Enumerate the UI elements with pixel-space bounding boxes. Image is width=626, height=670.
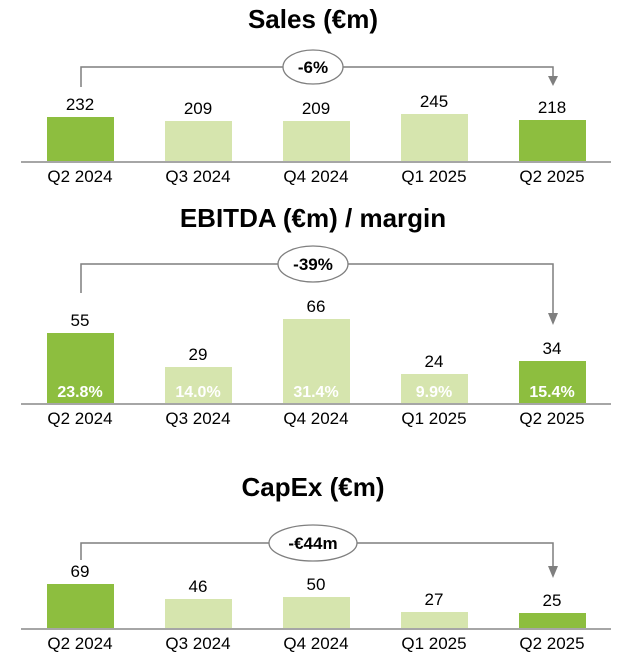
- bar-value-label: 209: [183, 99, 213, 119]
- ebitda-bars: 55 23.8% 29 14.0% 66 31.4% 24 9: [21, 195, 611, 405]
- x-tick-label: Q2 2024: [47, 409, 113, 428]
- bar-group: 218: [493, 0, 611, 163]
- bar-value-label: 209: [301, 99, 331, 119]
- bar-value-label: 29: [188, 345, 208, 364]
- bar-group: 232: [21, 0, 139, 163]
- sales-x-labels: Q2 2024 Q3 2024 Q4 2024 Q1 2025 Q2 2025: [21, 167, 611, 187]
- bar-value-label: 50: [306, 574, 326, 594]
- x-tick-label: Q2 2025: [519, 167, 585, 186]
- bar-group: 209: [139, 0, 257, 163]
- x-axis-line: [21, 161, 611, 163]
- bar-group: 27: [375, 460, 493, 630]
- ebitda-bar-q4-2024: 31.4%: [282, 318, 350, 405]
- x-tick-label: Q2 2025: [519, 634, 585, 653]
- capex-chart-title: CapEx (€m): [241, 472, 385, 502]
- bar-value-label: 232: [65, 94, 95, 114]
- x-tick-label: Q2 2024: [47, 167, 113, 186]
- x-tick-label: Q3 2024: [165, 409, 231, 428]
- capex-bar-q2-2025: [518, 613, 586, 630]
- bar-group: 55 23.8%: [21, 195, 139, 405]
- ebitda-bar-q1-2025: 9.9%: [400, 373, 468, 405]
- bar-value-label: 24: [424, 351, 444, 371]
- ebitda-bar-q2-2025: 15.4%: [518, 360, 586, 405]
- margin-label: 15.4%: [529, 384, 575, 401]
- x-tick-label: Q1 2025: [401, 167, 467, 186]
- bar-value-label: 66: [306, 296, 326, 316]
- sales-bar-q4-2024: [282, 121, 350, 163]
- capex-chart: CapEx (€m) -€44m 69 46 50 27: [0, 460, 626, 670]
- bar-value-label: 34: [542, 338, 562, 358]
- x-axis-line: [21, 628, 611, 630]
- capex-bar-q4-2024: [282, 596, 350, 630]
- bar-value-label: 27: [424, 590, 444, 609]
- margin-label: 14.0%: [175, 384, 221, 401]
- x-tick-label: Q3 2024: [165, 634, 231, 653]
- x-tick-label: Q4 2024: [283, 167, 349, 186]
- margin-label: 23.8%: [57, 384, 103, 401]
- capex-bar-q2-2024: [46, 584, 114, 630]
- bar-group: 34 15.4%: [493, 195, 611, 405]
- x-tick-label: Q4 2024: [283, 634, 349, 653]
- ebitda-chart-title: EBITDA (€m) / margin: [179, 203, 447, 233]
- bar-value-label: 218: [537, 97, 567, 117]
- sales-bar-q1-2025: [400, 114, 468, 163]
- x-tick-label: Q4 2024: [283, 409, 349, 428]
- bar-value-label: 46: [188, 577, 208, 597]
- capex-bar-q3-2024: [164, 599, 232, 630]
- bar-group: 46: [139, 460, 257, 630]
- x-tick-label: Q2 2024: [47, 634, 113, 653]
- sales-bars: 232 209 209 245 218: [21, 0, 611, 163]
- bar-group: 50: [257, 460, 375, 630]
- bar-value-label: 55: [70, 311, 90, 330]
- bar-value-label: 69: [70, 562, 90, 581]
- margin-label: 31.4%: [293, 384, 339, 401]
- sales-chart: Sales (€m) -6% 232 209 209 245: [0, 0, 626, 195]
- x-tick-label: Q1 2025: [401, 409, 467, 428]
- bar-value-label: 25: [542, 591, 562, 611]
- bar-group: 209: [257, 0, 375, 163]
- capex-bars: 69 46 50 27 25: [21, 460, 611, 630]
- sales-chart-title: Sales (€m): [247, 4, 379, 34]
- x-tick-label: Q1 2025: [401, 634, 467, 653]
- bar-group: 29 14.0%: [139, 195, 257, 405]
- ebitda-bar-q3-2024: 14.0%: [164, 367, 232, 405]
- ebitda-chart: EBITDA (€m) / margin -39% 55 23.8% 29 14…: [0, 195, 626, 460]
- x-tick-label: Q3 2024: [165, 167, 231, 186]
- bar-group: 25: [493, 460, 611, 630]
- sales-bar-q2-2025: [518, 119, 586, 163]
- ebitda-bar-q2-2024: 23.8%: [46, 333, 114, 405]
- bar-group: 69: [21, 460, 139, 630]
- sales-bar-q2-2024: [46, 116, 114, 163]
- margin-label: 9.9%: [415, 384, 453, 401]
- bar-group: 245: [375, 0, 493, 163]
- x-tick-label: Q2 2025: [519, 409, 585, 428]
- capex-bar-q1-2025: [400, 612, 468, 630]
- bar-group: 66 31.4%: [257, 195, 375, 405]
- capex-x-labels: Q2 2024 Q3 2024 Q4 2024 Q1 2025 Q2 2025: [21, 634, 611, 654]
- bar-value-label: 245: [419, 92, 449, 112]
- sales-bar-q3-2024: [164, 121, 232, 163]
- bar-group: 24 9.9%: [375, 195, 493, 405]
- x-axis-line: [21, 403, 611, 405]
- ebitda-x-labels: Q2 2024 Q3 2024 Q4 2024 Q1 2025 Q2 2025: [21, 409, 611, 429]
